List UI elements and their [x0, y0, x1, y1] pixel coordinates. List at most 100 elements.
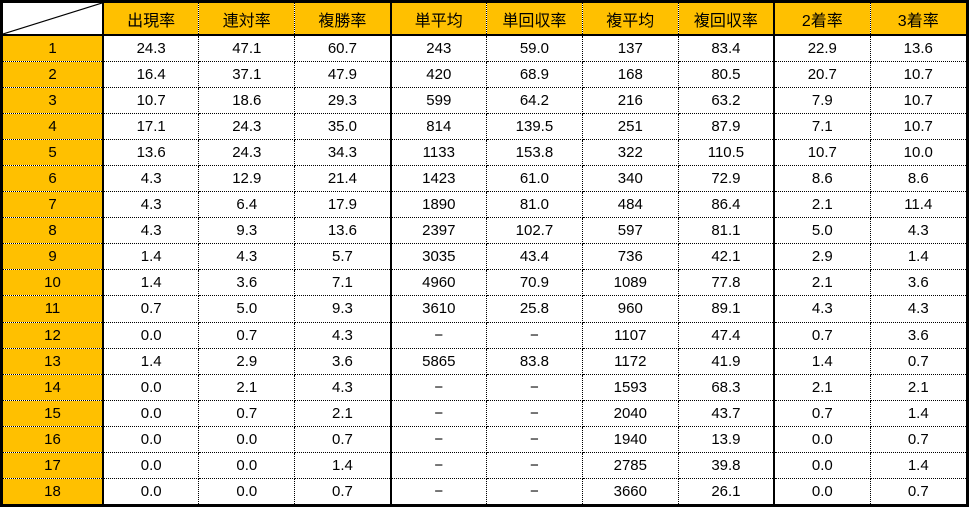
- table-cell[interactable]: 1.4: [103, 269, 200, 297]
- table-cell[interactable]: 2.9: [774, 243, 871, 271]
- table-cell[interactable]: 0.0: [198, 426, 296, 453]
- table-cell[interactable]: 3610: [390, 295, 487, 323]
- table-cell[interactable]: 1593: [582, 374, 679, 401]
- table-cell[interactable]: 1.4: [870, 400, 966, 427]
- table-cell[interactable]: 0.7: [198, 322, 296, 349]
- table-cell[interactable]: 0.0: [103, 426, 200, 453]
- table-cell[interactable]: 2.1: [774, 269, 871, 297]
- table-cell[interactable]: 153.8: [486, 139, 583, 167]
- table-cell[interactable]: 34.3: [294, 139, 392, 167]
- table-cell[interactable]: 47.4: [678, 322, 776, 349]
- table-cell[interactable]: 3.6: [870, 269, 966, 297]
- table-cell[interactable]: 13.6: [294, 217, 392, 245]
- table-cell[interactable]: 7.1: [294, 269, 392, 297]
- table-cell[interactable]: 4.3: [294, 322, 392, 349]
- table-cell[interactable]: 4.3: [870, 295, 966, 323]
- table-cell[interactable]: 4.3: [103, 191, 200, 219]
- table-cell[interactable]: 1.4: [870, 452, 966, 479]
- table-cell[interactable]: 1133: [390, 139, 487, 167]
- table-cell[interactable]: 137: [582, 35, 679, 63]
- table-cell[interactable]: 4960: [390, 269, 487, 297]
- table-cell[interactable]: −: [486, 426, 583, 453]
- table-cell[interactable]: 3035: [390, 243, 487, 271]
- corner-cell[interactable]: [3, 3, 104, 36]
- table-cell[interactable]: 1.4: [103, 243, 200, 271]
- table-cell[interactable]: 89.1: [678, 295, 776, 323]
- table-cell[interactable]: 1890: [390, 191, 487, 219]
- row-label[interactable]: 2: [3, 61, 104, 89]
- table-cell[interactable]: 0.0: [103, 322, 200, 349]
- table-cell[interactable]: 0.7: [774, 322, 871, 349]
- table-cell[interactable]: 17.9: [294, 191, 392, 219]
- table-cell[interactable]: 1423: [390, 165, 487, 193]
- table-cell[interactable]: 81.1: [678, 217, 776, 245]
- table-cell[interactable]: 3.6: [198, 269, 296, 297]
- table-cell[interactable]: 2785: [582, 452, 679, 479]
- table-cell[interactable]: 8.6: [774, 165, 871, 193]
- table-cell[interactable]: −: [390, 452, 487, 479]
- table-cell[interactable]: 0.0: [774, 452, 871, 479]
- table-cell[interactable]: 2.1: [774, 191, 871, 219]
- table-cell[interactable]: 0.7: [294, 478, 392, 504]
- column-header[interactable]: 2着率: [774, 3, 871, 36]
- table-cell[interactable]: 322: [582, 139, 679, 167]
- table-cell[interactable]: 21.4: [294, 165, 392, 193]
- row-label[interactable]: 17: [3, 452, 104, 479]
- table-cell[interactable]: 13.9: [678, 426, 776, 453]
- table-cell[interactable]: 24.3: [198, 139, 296, 167]
- table-cell[interactable]: 13.6: [870, 35, 966, 63]
- table-cell[interactable]: 1172: [582, 348, 679, 375]
- table-cell[interactable]: 87.9: [678, 113, 776, 141]
- table-cell[interactable]: 10.7: [870, 87, 966, 115]
- table-cell[interactable]: 10.7: [870, 61, 966, 89]
- table-cell[interactable]: 9.3: [294, 295, 392, 323]
- table-cell[interactable]: 5.7: [294, 243, 392, 271]
- table-cell[interactable]: 251: [582, 113, 679, 141]
- column-header[interactable]: 3着率: [870, 3, 966, 36]
- table-cell[interactable]: 35.0: [294, 113, 392, 141]
- table-cell[interactable]: 1107: [582, 322, 679, 349]
- table-cell[interactable]: 484: [582, 191, 679, 219]
- table-cell[interactable]: 4.3: [103, 165, 200, 193]
- table-cell[interactable]: 3.6: [870, 322, 966, 349]
- table-cell[interactable]: 9.3: [198, 217, 296, 245]
- table-cell[interactable]: 1.4: [294, 452, 392, 479]
- row-label[interactable]: 15: [3, 400, 104, 427]
- table-cell[interactable]: 1940: [582, 426, 679, 453]
- table-cell[interactable]: −: [390, 322, 487, 349]
- table-cell[interactable]: 0.7: [103, 295, 200, 323]
- table-cell[interactable]: 43.7: [678, 400, 776, 427]
- table-cell[interactable]: 0.7: [774, 400, 871, 427]
- column-header[interactable]: 複平均: [582, 3, 679, 36]
- row-label[interactable]: 9: [3, 243, 104, 271]
- table-cell[interactable]: −: [486, 322, 583, 349]
- table-cell[interactable]: 17.1: [103, 113, 200, 141]
- table-cell[interactable]: 42.1: [678, 243, 776, 271]
- table-cell[interactable]: 70.9: [486, 269, 583, 297]
- table-cell[interactable]: 2397: [390, 217, 487, 245]
- table-cell[interactable]: 5.0: [198, 295, 296, 323]
- table-cell[interactable]: 168: [582, 61, 679, 89]
- table-cell[interactable]: 216: [582, 87, 679, 115]
- table-cell[interactable]: 20.7: [774, 61, 871, 89]
- row-label[interactable]: 18: [3, 478, 104, 504]
- table-cell[interactable]: −: [486, 374, 583, 401]
- table-cell[interactable]: 3660: [582, 478, 679, 504]
- row-label[interactable]: 16: [3, 426, 104, 453]
- table-cell[interactable]: 2040: [582, 400, 679, 427]
- column-header[interactable]: 連対率: [198, 3, 296, 36]
- table-cell[interactable]: −: [486, 478, 583, 504]
- table-cell[interactable]: 4.3: [198, 243, 296, 271]
- row-label[interactable]: 11: [3, 295, 104, 323]
- table-cell[interactable]: 64.2: [486, 87, 583, 115]
- table-cell[interactable]: 25.8: [486, 295, 583, 323]
- row-label[interactable]: 12: [3, 322, 104, 349]
- row-label[interactable]: 3: [3, 87, 104, 115]
- table-cell[interactable]: 10.7: [103, 87, 200, 115]
- table-cell[interactable]: 24.3: [198, 113, 296, 141]
- table-cell[interactable]: 4.3: [870, 217, 966, 245]
- table-cell[interactable]: 11.4: [870, 191, 966, 219]
- table-cell[interactable]: 59.0: [486, 35, 583, 63]
- table-cell[interactable]: 41.9: [678, 348, 776, 375]
- table-cell[interactable]: 18.6: [198, 87, 296, 115]
